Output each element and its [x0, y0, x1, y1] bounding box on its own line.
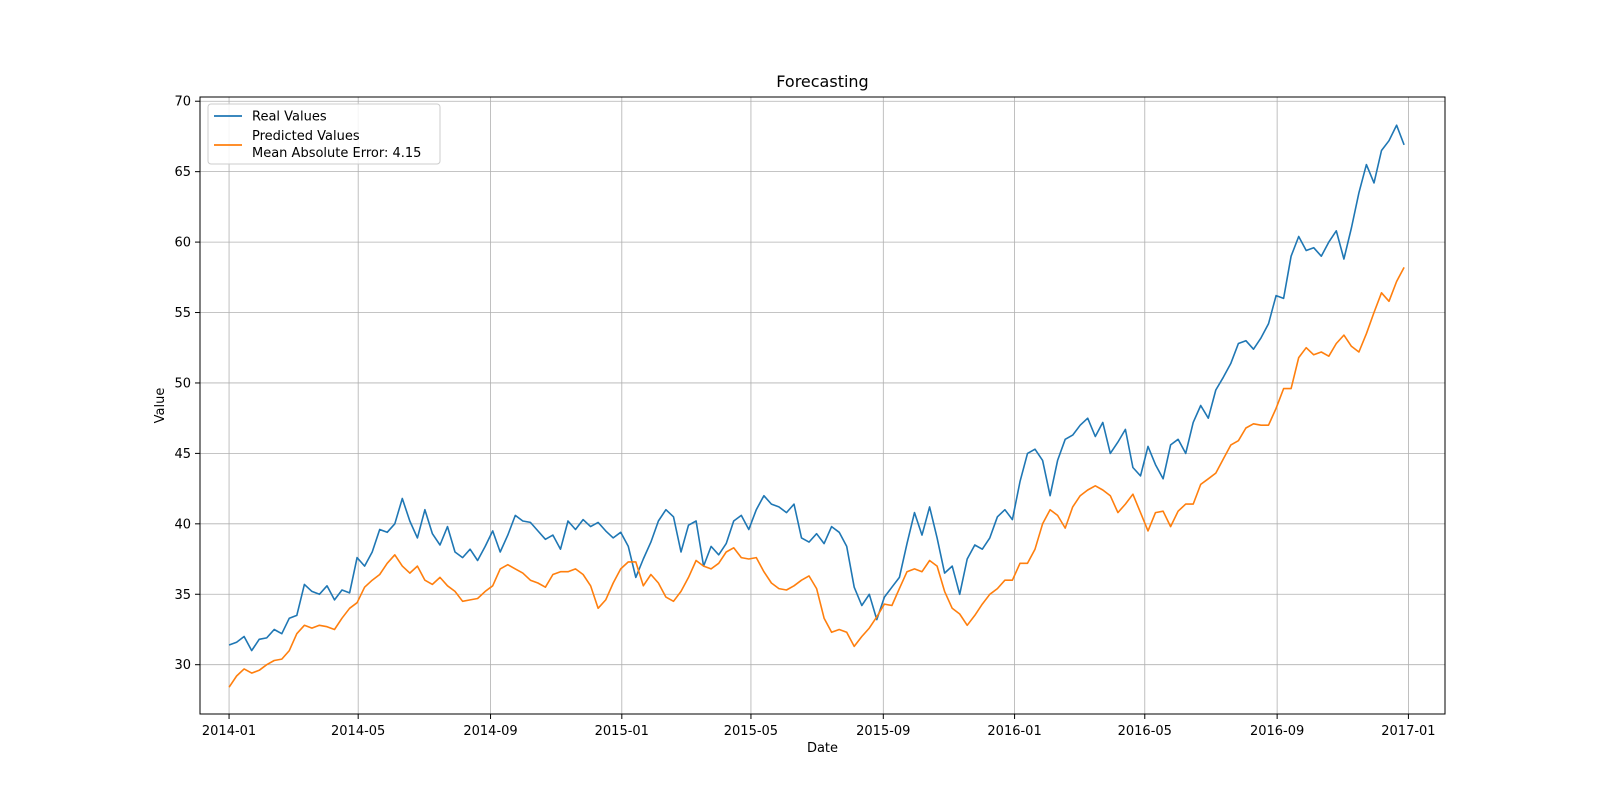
x-tick-label: 2017-01 [1381, 724, 1435, 739]
x-tick-label: 2016-09 [1250, 724, 1304, 739]
x-tick-label: 2016-01 [987, 724, 1041, 739]
chart-title: Forecasting [776, 72, 868, 91]
series-line-predicted-values [228, 267, 1405, 688]
legend-label-predicted-values: Predicted Values Mean Absolute Error: 4.1… [252, 129, 421, 161]
series-line-real-values [228, 124, 1405, 652]
y-tick-label: 40 [174, 517, 191, 532]
y-tick-label: 70 [174, 95, 191, 110]
grid-lines [200, 97, 1445, 714]
y-tick-label: 60 [174, 236, 191, 251]
legend-frame [207, 103, 441, 165]
series-layer [228, 124, 1405, 688]
x-tick-label: 2015-05 [724, 724, 778, 739]
x-tick-label: 2016-05 [1118, 724, 1172, 739]
x-axis-label: Date [807, 741, 838, 756]
x-tick-label: 2014-01 [202, 724, 256, 739]
y-tick-label: 30 [174, 658, 191, 673]
y-axis-ticks: 30 35 40 45 50 55 60 65 70 [174, 95, 200, 673]
x-tick-label: 2015-09 [856, 724, 910, 739]
x-tick-label: 2014-09 [463, 724, 517, 739]
x-tick-label: 2014-05 [331, 724, 385, 739]
y-tick-label: 45 [174, 447, 191, 462]
legend-label-real-values: Real Values [252, 110, 327, 125]
legend: Real Values Predicted Values Mean Absolute… [207, 103, 441, 165]
x-tick-label: 2015-01 [595, 724, 649, 739]
plot-frame [199, 96, 1446, 715]
y-axis-label: Value [153, 388, 168, 424]
y-tick-label: 50 [174, 376, 191, 391]
y-tick-label: 65 [174, 165, 191, 180]
x-axis-ticks: 2014-01 2014-05 2014-09 2015-01 2015-05 2015-… [202, 714, 1436, 739]
y-tick-label: 55 [174, 306, 191, 321]
y-tick-label: 35 [174, 588, 191, 603]
